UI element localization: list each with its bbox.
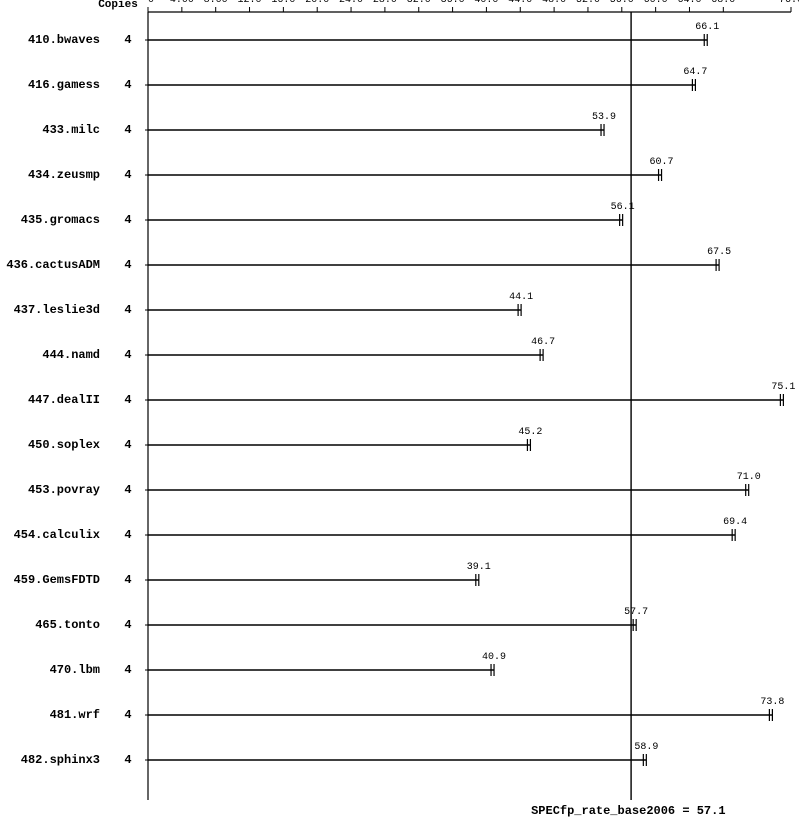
benchmark-row: 459.GemsFDTD 4 39.1 xyxy=(14,562,491,587)
benchmark-row: 447.dealII 4 75.1 xyxy=(28,382,795,407)
copies-value: 4 xyxy=(124,618,131,632)
benchmark-name: 410.bwaves xyxy=(28,33,100,47)
footer-label: SPECfp_rate_base2006 = 57.1 xyxy=(531,804,725,818)
value-label: 69.4 xyxy=(723,517,747,528)
x-tick-label: 40.0 xyxy=(474,0,498,6)
copies-value: 4 xyxy=(124,663,131,677)
x-tick-label: 36.0 xyxy=(441,0,465,6)
benchmark-name: 470.lbm xyxy=(50,663,100,677)
copies-value: 4 xyxy=(124,708,131,722)
copies-value: 4 xyxy=(124,753,131,767)
value-label: 45.2 xyxy=(518,427,542,438)
benchmark-row: 416.gamess 4 64.7 xyxy=(28,67,707,92)
x-tick-label: 32.0 xyxy=(407,0,431,6)
value-label: 71.0 xyxy=(737,472,761,483)
copies-value: 4 xyxy=(124,573,131,587)
benchmark-name: 454.calculix xyxy=(14,528,100,542)
x-tick-label: 28.0 xyxy=(373,0,397,6)
benchmark-name: 433.milc xyxy=(42,123,100,137)
copies-value: 4 xyxy=(124,393,131,407)
copies-header: Copies xyxy=(98,0,138,11)
benchmark-row: 481.wrf 4 73.8 xyxy=(50,697,785,722)
value-label: 46.7 xyxy=(531,337,555,348)
x-tick-label: 24.0 xyxy=(339,0,363,6)
benchmark-row: 482.sphinx3 4 58.9 xyxy=(21,742,659,767)
benchmark-row: 435.gromacs456.1 xyxy=(21,202,635,227)
benchmark-row: 437.leslie3d 4 44.1 xyxy=(14,292,534,317)
benchmark-name: 481.wrf xyxy=(50,708,100,722)
x-tick-label: 76.0 xyxy=(779,0,799,6)
benchmark-row: 450.soplex 4 45.2 xyxy=(28,427,542,452)
x-tick-label: 56.0 xyxy=(610,0,634,6)
benchmark-row: 465.tonto 4 57.7 xyxy=(35,607,648,632)
copies-value: 4 xyxy=(124,78,131,92)
benchmark-name: 459.GemsFDTD xyxy=(14,573,100,587)
value-label: 44.1 xyxy=(509,292,533,303)
benchmark-name: 450.soplex xyxy=(28,438,100,452)
value-label: 40.9 xyxy=(482,652,506,663)
benchmark-name: 435.gromacs xyxy=(21,213,100,227)
x-tick-label: 12.0 xyxy=(238,0,262,6)
benchmark-row: 434.zeusmp 4 60.7 xyxy=(28,157,674,182)
value-label: 64.7 xyxy=(683,67,707,78)
x-tick-label: 16.0 xyxy=(271,0,295,6)
x-tick-label: 48.0 xyxy=(542,0,566,6)
copies-value: 4 xyxy=(124,213,131,227)
copies-value: 4 xyxy=(124,258,131,272)
value-label: 73.8 xyxy=(760,697,784,708)
x-tick-label: 20.0 xyxy=(305,0,329,6)
copies-value: 4 xyxy=(124,123,131,137)
value-label: 53.9 xyxy=(592,112,616,123)
benchmark-name: 434.zeusmp xyxy=(28,168,100,182)
benchmark-row: 410.bwaves 4 66.1 xyxy=(28,22,719,47)
benchmark-row: 433.milc 4 53.9 xyxy=(42,112,616,137)
value-label: 57.7 xyxy=(624,607,648,618)
x-tick-label: 68.0 xyxy=(711,0,735,6)
value-label: 39.1 xyxy=(467,562,491,573)
value-label: 58.9 xyxy=(634,742,658,753)
copies-value: 4 xyxy=(124,438,131,452)
x-tick-label: 52.0 xyxy=(576,0,600,6)
x-tick-label: 64.0 xyxy=(677,0,701,6)
value-label: 60.7 xyxy=(650,157,674,168)
copies-value: 4 xyxy=(124,483,131,497)
benchmark-name: 436.cactusADM xyxy=(6,258,100,272)
copies-value: 4 xyxy=(124,348,131,362)
x-tick-label: 44.0 xyxy=(508,0,532,6)
benchmark-rows: 410.bwaves466.1416.gamess464.7433.milc45… xyxy=(6,22,795,767)
benchmark-name: 437.leslie3d xyxy=(14,303,100,317)
benchmark-row: 436.cactusADM 4 67.5 xyxy=(6,247,731,272)
benchmark-row: 470.lbm 4 40.9 xyxy=(50,652,506,677)
benchmark-name: 465.tonto xyxy=(35,618,100,632)
copies-value: 4 xyxy=(124,528,131,542)
benchmark-row: 453.povray 4 71.0 xyxy=(28,472,761,497)
benchmark-name: 444.namd xyxy=(42,348,100,362)
copies-value: 4 xyxy=(124,33,131,47)
x-tick-label: 8.00 xyxy=(204,0,228,6)
x-tick-label: 0 xyxy=(148,0,154,6)
benchmark-name: 482.sphinx3 xyxy=(21,753,100,767)
spec-rate-chart: 0 4.00 8.00 12.0 16.0 20.0 24.0 28.0 32.0 36.0 40.… xyxy=(0,0,799,831)
benchmark-row: 454.calculix 4 69.4 xyxy=(14,517,748,542)
copies-value: 4 xyxy=(124,168,131,182)
benchmark-name: 453.povray xyxy=(28,483,100,497)
x-tick-label: 4.00 xyxy=(170,0,194,6)
value-label: 67.5 xyxy=(707,247,731,258)
benchmark-row: 444.namd 4 46.7 xyxy=(42,337,555,362)
benchmark-name: 416.gamess xyxy=(28,78,100,92)
copies-value: 4 xyxy=(124,303,131,317)
benchmark-name: 447.dealII xyxy=(28,393,100,407)
value-label: 66.1 xyxy=(695,22,719,33)
value-label: 75.1 xyxy=(771,382,795,393)
x-tick-label: 60.0 xyxy=(644,0,668,6)
